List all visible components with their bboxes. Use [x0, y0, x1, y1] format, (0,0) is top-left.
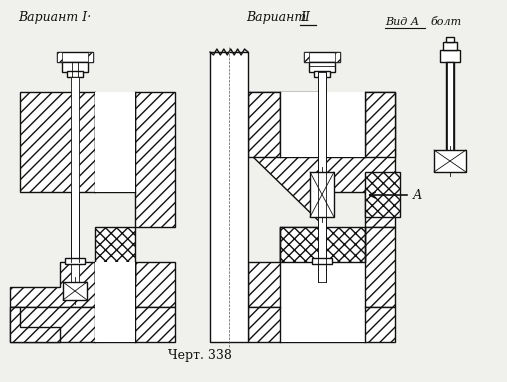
Bar	[304, 52, 340, 62]
Polygon shape	[248, 92, 395, 227]
Polygon shape	[10, 307, 175, 342]
Bar	[65, 258, 85, 264]
Bar	[440, 50, 460, 62]
Bar	[57, 52, 62, 62]
Bar	[314, 71, 330, 77]
Bar	[443, 42, 457, 50]
Text: Вариант I·: Вариант I·	[18, 11, 91, 24]
Bar	[67, 71, 83, 77]
Bar	[309, 62, 335, 72]
Text: Черт. 338: Черт. 338	[168, 349, 232, 362]
Bar	[88, 52, 93, 62]
Polygon shape	[95, 227, 135, 282]
Text: II: II	[300, 11, 310, 24]
Bar	[57, 52, 93, 62]
Bar	[210, 52, 248, 342]
Bar	[446, 37, 454, 42]
Bar	[310, 172, 334, 217]
Text: болт: болт	[430, 17, 461, 27]
Bar	[280, 227, 365, 307]
Bar	[95, 307, 135, 342]
Bar	[365, 172, 400, 217]
Bar	[304, 52, 309, 62]
Bar	[335, 52, 340, 62]
Polygon shape	[10, 307, 60, 342]
Bar	[434, 150, 466, 172]
Bar	[95, 92, 135, 192]
Bar	[95, 262, 135, 307]
Polygon shape	[248, 227, 395, 307]
Polygon shape	[248, 92, 395, 157]
Polygon shape	[20, 92, 175, 227]
Text: А: А	[413, 188, 422, 201]
Bar	[446, 62, 454, 152]
Polygon shape	[10, 262, 175, 307]
Bar	[280, 307, 365, 342]
Text: Вариант: Вариант	[246, 11, 310, 24]
Polygon shape	[280, 227, 365, 262]
Bar	[312, 258, 332, 264]
Bar	[318, 72, 326, 282]
Polygon shape	[248, 307, 395, 342]
Bar	[63, 282, 87, 300]
Bar	[280, 92, 365, 157]
Bar	[62, 62, 88, 72]
Bar	[71, 77, 79, 282]
Text: Вид А: Вид А	[385, 17, 419, 27]
